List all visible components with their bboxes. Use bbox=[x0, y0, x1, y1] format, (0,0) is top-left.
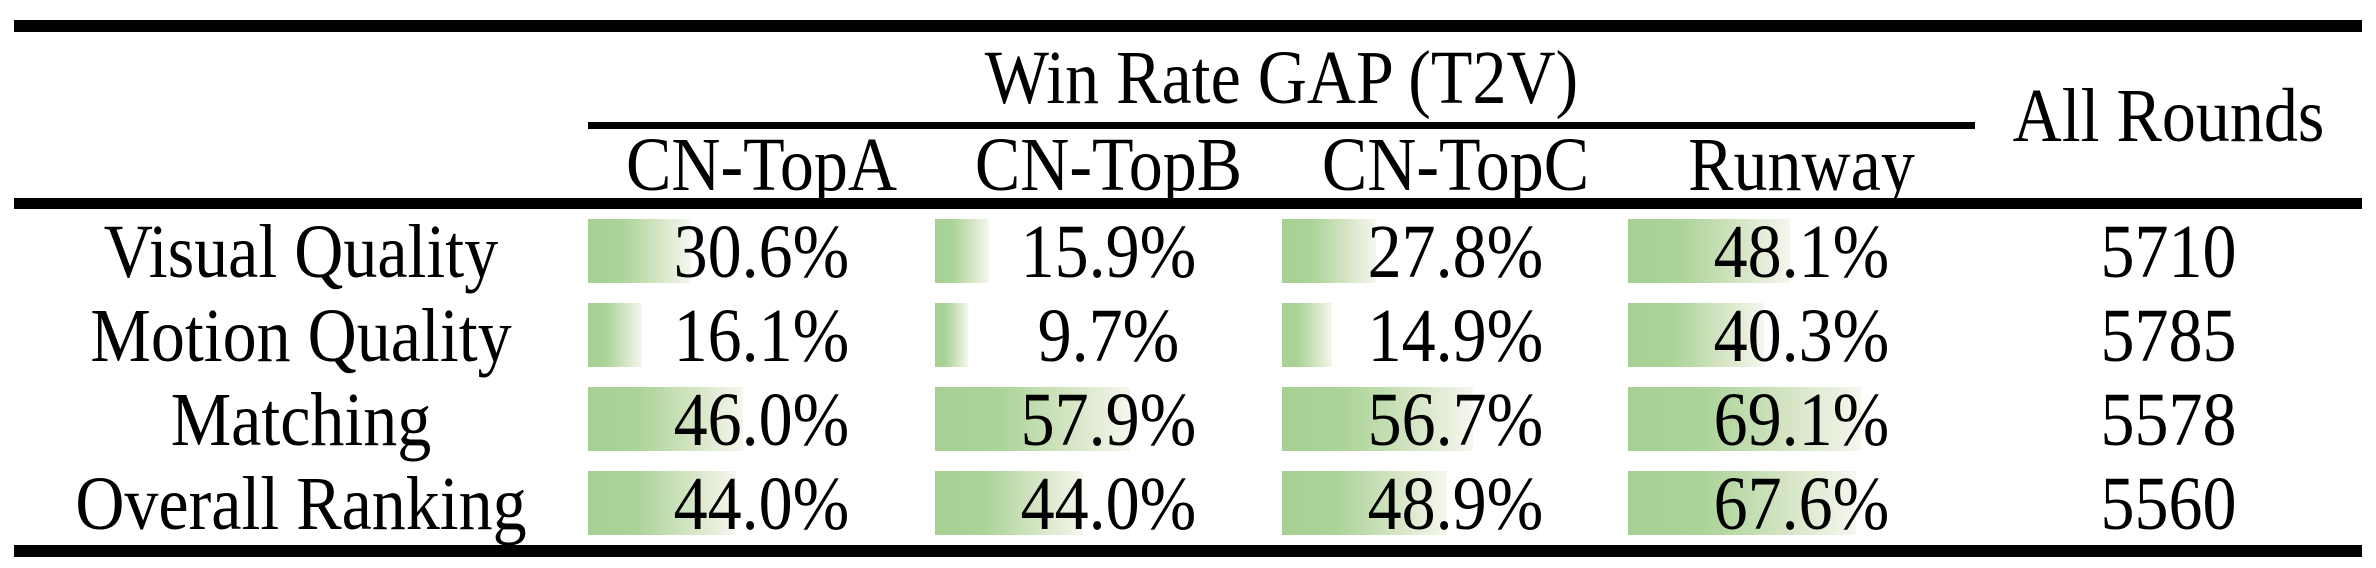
row-label: Motion Quality bbox=[14, 293, 588, 377]
data-cell: 67.6% bbox=[1628, 461, 1975, 545]
win-rate-bar bbox=[588, 471, 737, 535]
all-rounds-cell: 5578 bbox=[1975, 377, 2362, 461]
table-row-motion-quality: Motion Quality 16.1% 9.7% 14.9% 40.3% 57… bbox=[14, 293, 2362, 377]
data-cell: 30.6% bbox=[588, 209, 935, 293]
column-header-cn-topc: CN-TopC bbox=[1282, 125, 1629, 201]
win-rate-bar bbox=[935, 219, 989, 283]
win-rate-bar bbox=[1282, 303, 1333, 367]
win-rate-value: 16.1% bbox=[673, 292, 850, 378]
win-rate-value: 44.0% bbox=[1020, 460, 1197, 546]
row-label: Matching bbox=[14, 377, 588, 461]
group-header-label: Win Rate GAP (T2V) bbox=[984, 34, 1579, 120]
win-rate-value: 27.8% bbox=[1367, 208, 1544, 294]
all-rounds-value: 5578 bbox=[2100, 376, 2237, 462]
win-rate-value: 40.3% bbox=[1713, 292, 1890, 378]
data-cell: 15.9% bbox=[935, 209, 1282, 293]
win-rate-bar bbox=[1282, 471, 1447, 535]
win-rate-value: 14.9% bbox=[1367, 292, 1544, 378]
column-header-cn-topb: CN-TopB bbox=[935, 125, 1282, 201]
all-rounds-cell: 5710 bbox=[1975, 209, 2362, 293]
data-cell: 48.9% bbox=[1282, 461, 1629, 545]
table-row-overall-ranking: Overall Ranking 44.0% 44.0% 48.9% 67.6% … bbox=[14, 461, 2362, 545]
data-cell: 69.1% bbox=[1628, 377, 1975, 461]
data-cell: 46.0% bbox=[588, 377, 935, 461]
win-rate-bar bbox=[935, 471, 1084, 535]
row-label-text: Matching bbox=[170, 376, 432, 462]
all-rounds-cell: 5785 bbox=[1975, 293, 2362, 377]
column-header-runway: Runway bbox=[1628, 125, 1975, 201]
win-rate-value: 30.6% bbox=[673, 208, 850, 294]
win-rate-value: 44.0% bbox=[673, 460, 850, 546]
row-label-text: Visual Quality bbox=[103, 208, 499, 294]
win-rate-bar bbox=[935, 303, 968, 367]
win-rate-value: 67.6% bbox=[1713, 460, 1890, 546]
win-rate-value: 15.9% bbox=[1020, 208, 1197, 294]
win-rate-value: 57.9% bbox=[1020, 376, 1197, 462]
win-rate-bar bbox=[588, 387, 743, 451]
row-label: Visual Quality bbox=[14, 209, 588, 293]
data-cell: 44.0% bbox=[588, 461, 935, 545]
win-rate-bar bbox=[1282, 219, 1376, 283]
data-cell: 44.0% bbox=[935, 461, 1282, 545]
win-rate-bar bbox=[588, 219, 692, 283]
all-rounds-value: 5710 bbox=[2100, 208, 2237, 294]
header-separator-rule bbox=[14, 198, 2362, 209]
all-rounds-value: 5785 bbox=[2100, 292, 2237, 378]
win-rate-gap-table: Win Rate GAP (T2V) All Rounds CN-TopA CN… bbox=[14, 20, 2362, 557]
row-label-text: Motion Quality bbox=[90, 292, 512, 378]
win-rate-bar bbox=[588, 303, 643, 367]
win-rate-bar bbox=[1628, 219, 1791, 283]
data-cell: 27.8% bbox=[1282, 209, 1629, 293]
win-rate-bar bbox=[935, 387, 1131, 451]
group-header-underline-rule bbox=[588, 122, 1975, 129]
win-rate-bar bbox=[1282, 387, 1474, 451]
win-rate-value: 56.7% bbox=[1367, 376, 1544, 462]
data-cell: 40.3% bbox=[1628, 293, 1975, 377]
row-label-text: Overall Ranking bbox=[75, 460, 527, 546]
data-cell: 9.7% bbox=[935, 293, 1282, 377]
all-rounds-cell: 5560 bbox=[1975, 461, 2362, 545]
top-rule bbox=[14, 20, 2362, 32]
column-header-label: CN-TopA bbox=[625, 120, 897, 207]
win-rate-bar bbox=[1628, 387, 1861, 451]
all-rounds-value: 5560 bbox=[2100, 460, 2237, 546]
win-rate-value: 9.7% bbox=[1037, 292, 1180, 378]
all-rounds-header-label: All Rounds bbox=[2012, 72, 2325, 158]
column-header-label: Runway bbox=[1688, 120, 1915, 207]
column-header-all-rounds: All Rounds bbox=[1975, 32, 2362, 198]
win-rate-bar bbox=[1628, 471, 1856, 535]
win-rate-value: 48.1% bbox=[1713, 208, 1890, 294]
data-cell: 48.1% bbox=[1628, 209, 1975, 293]
win-rate-value: 48.9% bbox=[1367, 460, 1544, 546]
data-cell: 56.7% bbox=[1282, 377, 1629, 461]
win-rate-bar bbox=[1628, 303, 1764, 367]
column-header-cn-topa: CN-TopA bbox=[588, 125, 935, 201]
win-rate-value: 46.0% bbox=[673, 376, 850, 462]
row-label: Overall Ranking bbox=[14, 461, 588, 545]
column-header-label: CN-TopC bbox=[1321, 120, 1590, 207]
table-row-matching: Matching 46.0% 57.9% 56.7% 69.1% 5578 bbox=[14, 377, 2362, 461]
win-rate-value: 69.1% bbox=[1713, 376, 1890, 462]
bottom-rule bbox=[14, 545, 2362, 557]
data-cell: 14.9% bbox=[1282, 293, 1629, 377]
table-row-visual-quality: Visual Quality 30.6% 15.9% 27.8% 48.1% 5… bbox=[14, 209, 2362, 293]
column-header-label: CN-TopB bbox=[974, 120, 1243, 207]
data-cell: 16.1% bbox=[588, 293, 935, 377]
group-header-win-rate-gap: Win Rate GAP (T2V) bbox=[588, 32, 1975, 122]
data-cell: 57.9% bbox=[935, 377, 1282, 461]
